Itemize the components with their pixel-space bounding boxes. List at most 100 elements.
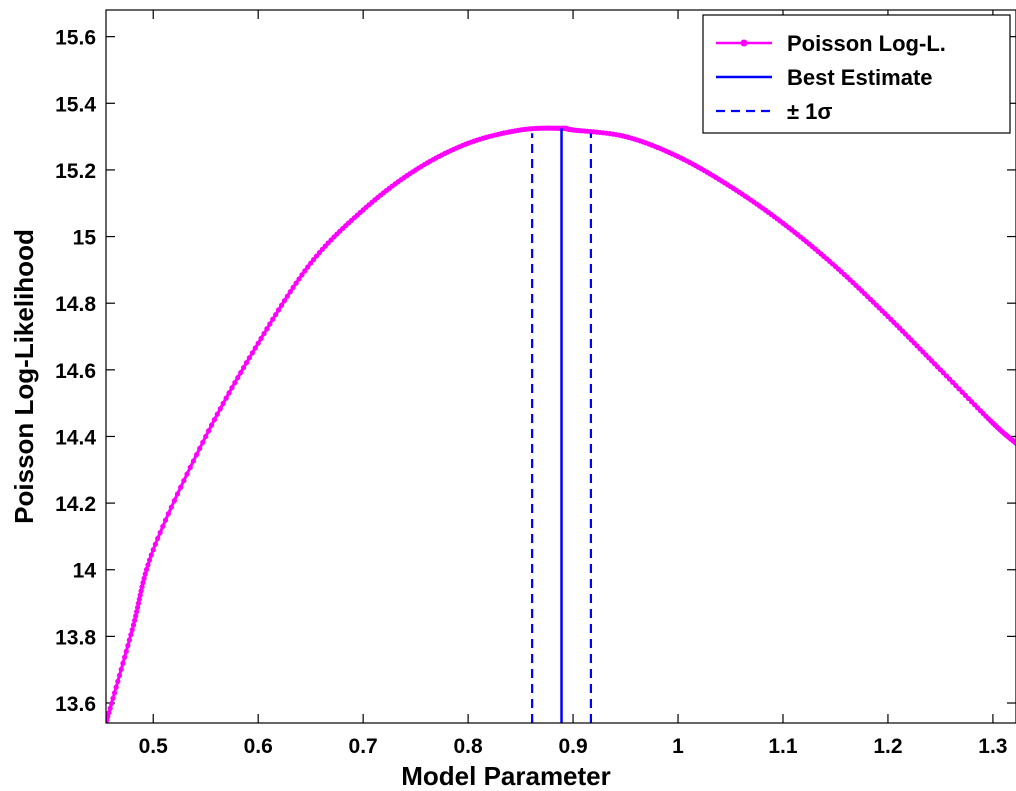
curve-point bbox=[232, 380, 238, 386]
curve-point bbox=[281, 298, 288, 304]
curve-point bbox=[308, 260, 314, 266]
curve-point bbox=[165, 511, 171, 517]
curve-point bbox=[946, 376, 953, 382]
curve-point bbox=[313, 253, 320, 259]
x-tick-label: 1.3 bbox=[978, 735, 1007, 758]
curve-point bbox=[160, 523, 166, 530]
curve-point bbox=[140, 580, 146, 586]
curve-point bbox=[129, 627, 135, 633]
y-tick-label: 14.4 bbox=[55, 426, 96, 449]
tick-labels: 0.5 0.6 0.7 0.8 0.9 1 1.1 1.2 1.3 13.6 13.8 14 14.2 1… bbox=[55, 27, 1007, 758]
curve-point bbox=[197, 445, 203, 451]
legend-box bbox=[702, 14, 1011, 134]
curve-point bbox=[956, 386, 962, 392]
curve-point bbox=[261, 330, 267, 337]
curve-point bbox=[241, 364, 247, 371]
curve-point bbox=[132, 617, 138, 624]
x-axis-title: Model Parameter bbox=[401, 761, 611, 791]
curve-point bbox=[258, 335, 264, 341]
curve-point bbox=[130, 622, 137, 628]
y-tick-label: 14.2 bbox=[55, 493, 96, 516]
curve-point bbox=[296, 276, 302, 282]
curve-point bbox=[226, 390, 232, 396]
y-tick-label: 13.8 bbox=[55, 626, 96, 649]
curve-point bbox=[141, 575, 147, 581]
curve-point bbox=[146, 557, 153, 563]
legend: Poisson Log-L. Best Estimate ± 1σ bbox=[702, 14, 1011, 134]
curve-point bbox=[157, 529, 163, 536]
curve-point bbox=[238, 369, 244, 376]
curve-point bbox=[125, 642, 131, 649]
plot-area bbox=[106, 125, 1016, 723]
curve-point bbox=[110, 695, 116, 701]
y-tick-label: 15.6 bbox=[55, 27, 96, 50]
curve-point bbox=[273, 311, 279, 318]
curve-point bbox=[203, 433, 209, 440]
legend-label: ± 1σ bbox=[787, 99, 832, 124]
curve-point bbox=[115, 678, 121, 684]
x-tick-label: 0.6 bbox=[244, 735, 273, 758]
x-tick-label: 1.1 bbox=[768, 735, 798, 758]
curve-point bbox=[249, 350, 255, 356]
curve-point bbox=[120, 660, 126, 666]
legend-swatch-marker bbox=[740, 39, 748, 47]
curve-point bbox=[1013, 440, 1016, 446]
curve-point bbox=[171, 497, 177, 504]
curve-point bbox=[162, 517, 169, 523]
curve-point bbox=[217, 406, 223, 412]
curve-point bbox=[142, 571, 148, 577]
curve-point bbox=[310, 256, 317, 263]
curve-point bbox=[200, 439, 206, 445]
curve-point bbox=[278, 302, 285, 308]
curve-point bbox=[208, 422, 215, 428]
curve-point bbox=[305, 264, 311, 270]
curve-point bbox=[133, 613, 139, 619]
curve-point bbox=[111, 690, 118, 696]
curve-point bbox=[959, 389, 965, 395]
curve-point bbox=[150, 547, 156, 553]
curve-point bbox=[106, 714, 111, 720]
curve-point bbox=[174, 491, 181, 497]
curve-point bbox=[290, 284, 296, 290]
curve-point bbox=[116, 672, 123, 678]
curve-point bbox=[270, 316, 276, 322]
curve-point bbox=[168, 504, 174, 510]
curve-point bbox=[214, 411, 220, 417]
curve-point bbox=[264, 326, 270, 332]
curve-point bbox=[235, 374, 241, 381]
curve-point bbox=[229, 385, 235, 391]
y-tick-label: 13.6 bbox=[55, 693, 96, 716]
curve-point bbox=[252, 345, 258, 351]
curve-point bbox=[126, 637, 133, 643]
curve-point bbox=[145, 562, 151, 568]
y-tick-label: 15.2 bbox=[55, 160, 96, 183]
curve-point bbox=[287, 289, 293, 295]
curve-point bbox=[243, 360, 250, 366]
curve-point bbox=[293, 280, 299, 286]
curve-point bbox=[302, 268, 308, 274]
curve-point bbox=[137, 592, 143, 598]
x-tick-label: 1 bbox=[672, 735, 684, 758]
y-axis-title: Poisson Log-Likelihood bbox=[9, 229, 39, 524]
curve-point bbox=[223, 395, 229, 401]
curve-point bbox=[255, 340, 261, 346]
curve-point bbox=[155, 535, 161, 542]
curve-point bbox=[148, 552, 154, 558]
y-tick-label: 15 bbox=[73, 227, 97, 250]
axes-frame bbox=[105, 9, 1016, 724]
curve-point bbox=[206, 428, 212, 434]
curve-point bbox=[134, 609, 140, 615]
curve-point bbox=[108, 700, 115, 707]
curve-point bbox=[220, 400, 226, 406]
x-tick-label: 0.9 bbox=[558, 735, 587, 758]
x-tick-label: 0.7 bbox=[349, 735, 378, 758]
curve-point bbox=[211, 417, 218, 423]
curve-point bbox=[187, 464, 193, 471]
curve-point bbox=[194, 451, 200, 458]
curve-point bbox=[962, 392, 968, 398]
curve-point bbox=[128, 632, 134, 638]
curve-point bbox=[138, 588, 144, 594]
curve-point bbox=[953, 382, 959, 389]
y-tick-label: 15.4 bbox=[55, 93, 96, 116]
